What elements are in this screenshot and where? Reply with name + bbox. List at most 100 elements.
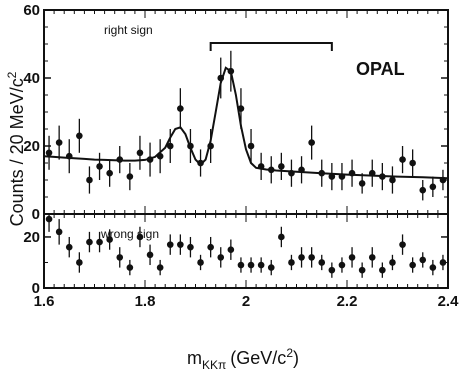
y-tick-label-top: 20 [23,138,40,155]
data-point-top [348,169,356,177]
x-tick-label: 2 [242,293,250,310]
data-point-bottom [227,246,235,254]
data-point-top [55,139,63,146]
bracket-line [209,42,333,51]
x-axis-title-subscript: KKπ [202,358,226,372]
data-point-top [45,149,53,157]
plot-frame [43,9,449,289]
data-point-top [288,169,295,177]
data-point-bottom [177,241,184,248]
y-axis-title-superscript: 2 [5,71,19,78]
data-point-top [429,183,437,191]
data-point-bottom [368,254,376,261]
data-point-bottom [65,243,73,251]
data-point-top [86,176,93,184]
x-tick-label: 1.6 [34,293,55,310]
y-axis-title: Counts / 20 MeV/c2 [5,71,27,226]
data-point-top [96,163,103,170]
data-point-bottom [217,254,225,261]
data-point-bottom [187,243,194,251]
data-point-bottom [439,259,447,266]
data-point-bottom [267,264,275,271]
data-point-bottom [379,266,386,274]
data-point-top [136,149,144,157]
data-point-top [328,173,336,180]
data-point-bottom [399,241,406,248]
data-point-top [166,142,174,150]
data-point-bottom [389,259,396,266]
fit-curve [43,66,449,180]
data-point-top [207,142,214,150]
y-tick-label-bottom: 20 [23,229,40,246]
data-point-bottom [55,228,63,236]
data-point-bottom [116,254,124,261]
data-point-top [146,156,154,163]
x-tick-label: 1.8 [135,293,156,310]
fit-curve-layer [43,66,449,180]
data-point-bottom [358,266,366,274]
x-axis-title-symbol: m [187,348,202,368]
data-point-top [247,142,255,150]
data-points-layer [45,50,447,278]
data-point-top [237,105,245,112]
data-point-bottom [126,264,134,271]
data-point-bottom [348,254,356,261]
data-point-bottom [207,243,214,251]
data-point-bottom [146,251,154,259]
data-point-top [338,173,346,180]
x-tick-label: 2.2 [337,293,358,310]
data-point-top [318,169,326,177]
x-axis-title-superscript: 2 [286,346,293,360]
data-point-bottom [308,254,315,261]
data-point-top [116,156,124,163]
data-point-bottom [45,215,53,223]
opal-brand-label: OPAL [356,59,405,79]
x-axis-title-close: ) [293,348,299,368]
data-point-bottom [429,264,437,271]
data-point-top [358,180,366,187]
data-point-bottom [257,261,265,269]
data-point-bottom [409,261,416,269]
data-point-bottom [278,233,285,241]
data-point-bottom [318,259,326,266]
data-point-top [126,173,134,180]
data-point-top [65,152,73,160]
data-point-top [278,163,285,170]
data-point-bottom [419,256,427,264]
data-point-top [419,186,427,194]
y-axis-title-text: Counts / 20 MeV/c [7,78,27,226]
data-point-top [267,166,275,174]
data-point-top [106,169,113,177]
data-point-top [257,163,265,170]
data-point-bottom [106,236,113,243]
x-axis-title: mKKπ (GeV/c2) [187,346,299,372]
data-point-bottom [237,261,245,269]
data-point-bottom [197,259,204,266]
data-point-top [227,67,235,75]
right-sign-label: right sign [104,23,153,37]
data-point-bottom [76,259,83,266]
data-point-top [379,173,386,180]
data-point-top [389,176,396,184]
data-point-top [197,159,204,167]
x-axis-title-unit: (GeV/c [230,348,286,368]
y-tick-label-top: 40 [23,70,40,87]
y-tick-label-top: 60 [23,2,40,19]
signal-region-bracket [209,42,333,51]
data-point-bottom [288,259,295,266]
data-point-top [308,139,315,146]
data-point-bottom [136,233,144,241]
data-point-top [298,166,305,174]
wrong-sign-label: wrong sign [100,227,159,241]
data-point-top [368,169,376,177]
x-tick-label: 2.4 [438,293,460,310]
data-point-bottom [96,238,103,246]
data-point-bottom [166,241,174,248]
data-point-bottom [86,238,93,246]
data-point-bottom [338,261,346,269]
data-point-top [399,156,406,163]
data-point-top [187,142,194,150]
data-point-top [409,159,416,167]
